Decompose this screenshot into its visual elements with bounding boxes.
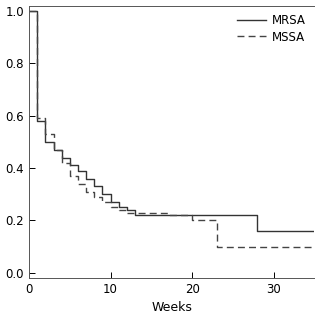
Legend: MRSA, MSSA: MRSA, MSSA	[232, 9, 311, 48]
X-axis label: Weeks: Weeks	[151, 301, 192, 315]
